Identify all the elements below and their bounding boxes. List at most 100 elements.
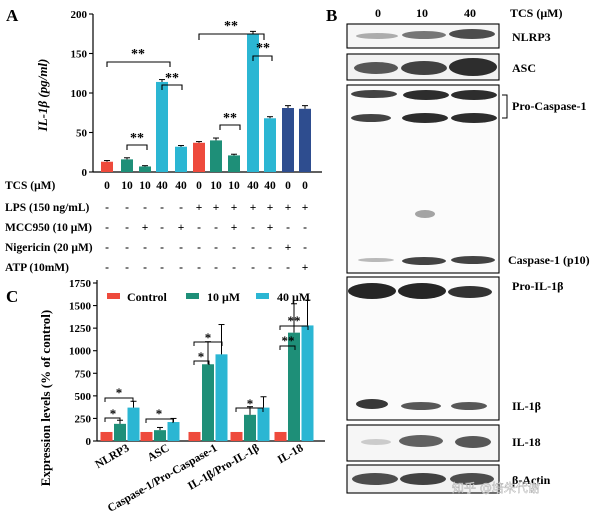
a-row-value: 0 [104,180,110,192]
a-row-label: LPS (150 ng/mL) [5,202,90,214]
sig-c6: * [247,396,254,411]
a-row-label: ATP (10mM) [5,262,69,274]
panel-c-ylabel: Expression levels (% of control) [38,310,53,486]
a-row-value: - [268,262,272,274]
a-row-value: - [125,262,129,274]
sig-c3: * [156,406,163,421]
c-ytick-label: 1250 [69,323,92,335]
a-bar [156,81,168,172]
a-row-value: 40 [264,180,276,192]
c-bar [274,431,287,441]
c-category-label: NLRP3 [93,442,131,471]
c-bar [257,407,270,441]
a-row-value: + [285,242,292,254]
c-category-label: IL-1β/Pro-IL-1β [186,442,262,493]
blot-label-il1b: IL-1β [512,399,541,413]
sig-a6: ** [256,41,270,56]
a-row-value: - [143,202,147,214]
panel-c-label: C [6,287,18,306]
c-category-label: IL-18 [276,442,306,466]
blot-label-procaspase1: Pro-Caspase-1 [512,99,586,113]
sig-c7: ** [282,333,295,348]
lane-10: 10 [416,6,428,20]
a-row-value: - [160,222,164,234]
c-bar [127,407,140,441]
a-row-value: - [160,242,164,254]
a-bar [139,166,151,172]
a-row-value: - [179,242,183,254]
a-row-value: - [268,242,272,254]
a-bar [247,33,259,172]
a-row-value: - [232,262,236,274]
c-bar [140,431,153,441]
a-row-value: + [142,222,149,234]
blot-label-asc: ASC [512,61,536,75]
a-row-value: - [125,222,129,234]
c-bar [167,422,180,441]
blot-label-proil1b: Pro-IL-1β [512,279,563,293]
blot-label-il18: IL-18 [512,435,541,449]
a-row-value: 0 [285,180,291,192]
a-ytick-label: 200 [71,9,88,21]
legend-swatch-control [107,293,120,299]
sig-c2: * [116,385,123,400]
c-ytick-label: 750 [75,368,92,380]
blot-label-actin: β-Actin [512,473,551,487]
blot-label-nlrp3: NLRP3 [512,30,551,44]
panel-a-ylabel: IL-1β (pg/ml) [35,59,50,133]
a-bar [101,161,113,172]
a-row-value: 0 [302,180,308,192]
sig-a5: ** [223,111,237,126]
c-bar [202,364,214,441]
c-ytick-label: 1750 [69,278,92,290]
c-category-label: ASC [146,442,172,464]
a-row-value: + [267,202,274,214]
sig-c8: ** [288,313,301,328]
a-row-value: + [250,202,257,214]
a-bar [299,108,311,172]
a-row-value: - [125,202,129,214]
panel-a-significance [106,33,273,150]
c-ytick-label: 0 [86,436,92,448]
blot-label-caspase1-p10: Caspase-1 (p10) [508,253,590,267]
a-row-value: + [178,222,185,234]
a-row-value: - [251,262,255,274]
a-row-value: - [105,242,109,254]
a-row-value: - [143,242,147,254]
legend-10: 10 μM [207,290,240,304]
sig-a2: ** [130,131,144,146]
c-bar [244,414,256,441]
a-row-value: 0 [196,180,202,192]
c-ytick-label: 500 [75,391,92,403]
a-row-value: - [251,242,255,254]
a-row-value: - [303,222,307,234]
a-bar [210,140,222,172]
a-ytick-label: 0 [82,167,88,179]
a-row-value: 40 [156,180,168,192]
a-row-value: - [286,222,290,234]
a-row-value: 10 [121,180,133,192]
a-ytick-label: 50 [76,128,88,140]
a-row-value: - [214,262,218,274]
c-bar [114,423,126,441]
a-row-value: - [214,222,218,234]
a-ytick-label: 150 [71,49,88,61]
c-bar [301,325,314,441]
a-row-value: - [179,202,183,214]
a-row-value: - [303,242,307,254]
c-bar [188,431,201,441]
a-row-value: - [179,262,183,274]
panel-b-label: B [326,6,337,25]
a-row-value: + [231,202,238,214]
a-row-value: - [251,222,255,234]
legend-swatch-10 [186,293,199,299]
a-row-value: 40 [175,180,187,192]
tcs-label: TCS (μM) [510,6,562,20]
a-row-label: Nigericin (20 μM) [5,242,93,254]
c-ytick-label: 1500 [69,301,92,313]
legend-40: 40 μM [277,290,310,304]
pro-caspase-bracket [502,94,508,119]
a-row-label: TCS (μM) [5,180,55,192]
a-bar [121,159,133,172]
watermark: 知乎 @培朱代谢 [452,480,540,495]
